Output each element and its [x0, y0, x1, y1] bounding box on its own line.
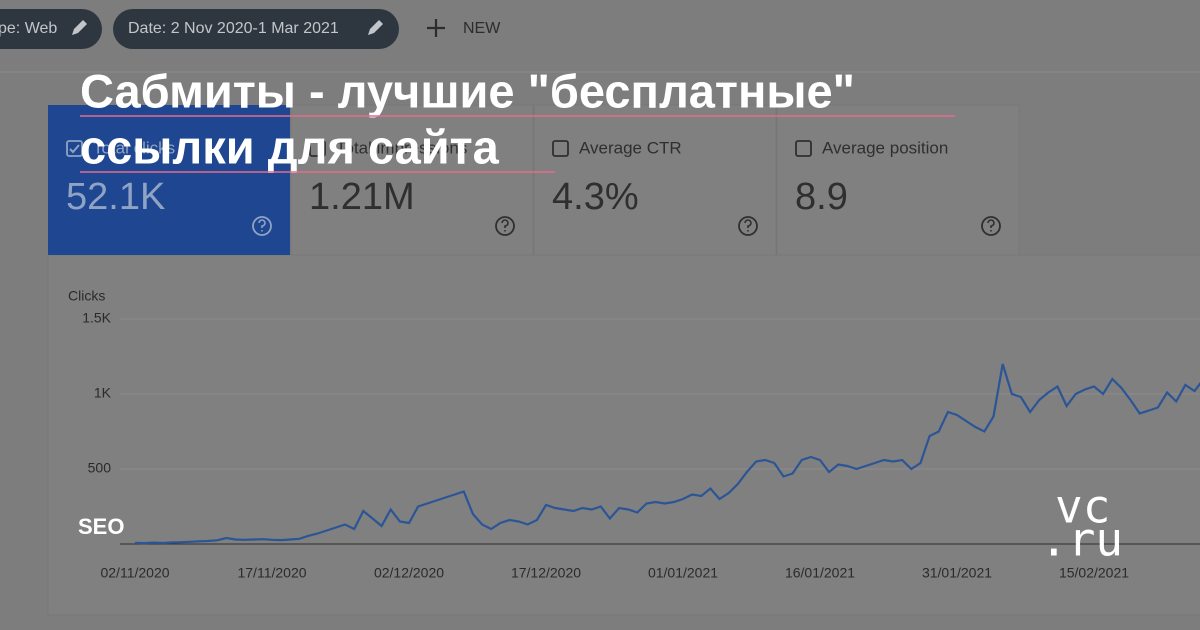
- help-icon-mark: [501, 219, 509, 232]
- help-icon: [738, 216, 758, 236]
- help-icon: [252, 216, 272, 236]
- metric-card[interactable]: [290, 104, 534, 256]
- metric-card[interactable]: [48, 105, 290, 255]
- checkbox: [795, 140, 812, 157]
- metric-label: Total clicks: [93, 138, 175, 157]
- metric-label: Total impressions: [336, 138, 467, 157]
- y-tick-label: 500: [88, 460, 112, 476]
- chip[interactable]: [0, 9, 102, 49]
- article-title: ссылки для сайта: [80, 120, 500, 173]
- plus-icon: [427, 19, 445, 37]
- tag: SEO: [78, 514, 124, 539]
- metric-value: 4.3%: [552, 176, 639, 218]
- y-axis-title: Clicks: [68, 288, 105, 304]
- x-tick-label: 31/01/2021: [922, 565, 992, 581]
- x-tick-label: 02/11/2020: [100, 565, 169, 581]
- help-icon: [495, 216, 515, 236]
- metric-label: Average position: [822, 138, 948, 157]
- metric-value: 52.1K: [66, 176, 165, 218]
- help-icon-mark: [258, 219, 266, 232]
- chip[interactable]: [113, 9, 399, 49]
- metric-value: 8.9: [795, 176, 848, 218]
- logo: vc: [1055, 480, 1110, 534]
- y-tick-label: 1.5K: [82, 310, 111, 326]
- help-icon-mark: [987, 219, 995, 232]
- metric-label: Average CTR: [579, 138, 682, 157]
- logo: .ru: [1040, 513, 1123, 567]
- edit-icon: [72, 20, 87, 35]
- edit-icon: [368, 20, 383, 35]
- metric-value: 1.21M: [309, 176, 415, 218]
- article-title: Сабмиты - лучшие "бесплатные": [80, 64, 855, 117]
- new-button[interactable]: NEW: [463, 20, 501, 37]
- help-icon: [981, 216, 1001, 236]
- data-line: [134, 363, 1200, 545]
- y-tick-label: 1K: [94, 385, 112, 401]
- chip-label: pe: Web: [0, 20, 57, 37]
- chart-panel: [47, 254, 1200, 616]
- help-icon-mark: [744, 219, 752, 232]
- check-mark: [69, 144, 80, 154]
- metric-card[interactable]: [533, 104, 777, 256]
- x-tick-label: 16/01/2021: [785, 565, 855, 581]
- checkbox: [552, 140, 569, 157]
- metric-card[interactable]: [776, 104, 1020, 256]
- x-tick-label: 15/02/2021: [1059, 565, 1129, 581]
- checkbox: [66, 140, 83, 157]
- chip-label: Date: 2 Nov 2020-1 Mar 2021: [128, 20, 339, 37]
- x-tick-label: 02/12/2020: [374, 565, 444, 581]
- checkbox: [309, 140, 326, 157]
- x-tick-label: 17/11/2020: [237, 565, 306, 581]
- x-tick-label: 17/12/2020: [511, 565, 581, 581]
- x-tick-label: 01/01/2021: [648, 565, 718, 581]
